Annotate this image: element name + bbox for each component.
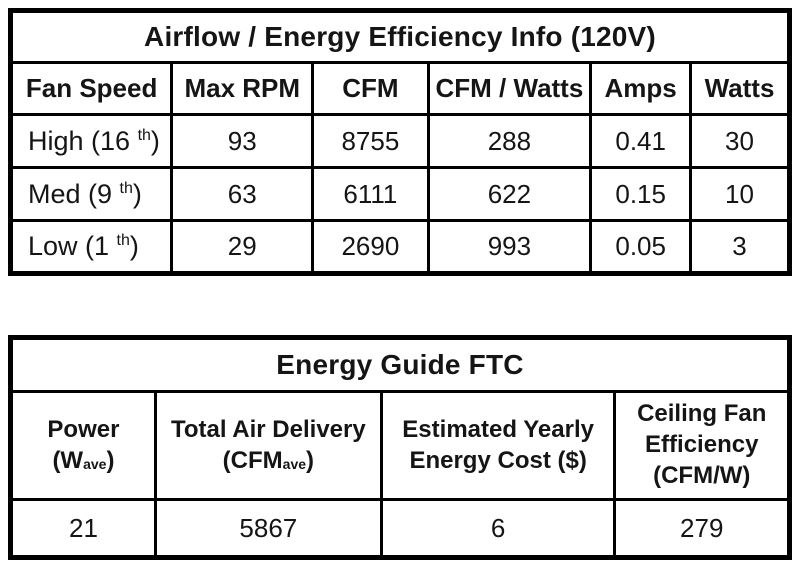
cell-amps: 0.41 (589, 113, 693, 169)
header-line: Efficiency (645, 431, 759, 459)
cell-watts: 30 (689, 113, 791, 169)
fan-speed-label: Low (1 (28, 231, 117, 261)
cell-fan-speed-high: High (16 th) (8, 113, 174, 169)
cell-cfm-per-watts: 622 (426, 166, 593, 222)
ordinal-suffix: th (137, 126, 151, 144)
cell-watts: 3 (689, 219, 791, 275)
cell-max-rpm: 29 (170, 219, 315, 275)
unit-subscript: ave (282, 455, 307, 472)
unit-text: (W (52, 446, 84, 474)
cell-cfm-per-watts: 288 (426, 113, 593, 169)
column-header-power: Power (Wave) (9, 390, 157, 501)
cell-ceiling-fan-efficiency: 279 (613, 498, 791, 559)
energy-table-title-row: Energy Guide FTC (9, 336, 791, 393)
header-line: (CFM/W) (653, 461, 751, 489)
column-header-max-rpm: Max RPM (170, 61, 315, 116)
energy-table-title: Energy Guide FTC (9, 336, 791, 393)
column-header-watts: Watts (689, 61, 791, 116)
cell-yearly-energy-cost: 6 (379, 498, 617, 559)
fan-speed-label: High (16 (28, 125, 138, 156)
energy-table-header-row: Power (Wave) Total Air Delivery (CFMave)… (9, 390, 791, 501)
header-line: Energy Cost ($) (409, 446, 587, 474)
cell-total-air-delivery: 5867 (153, 498, 383, 559)
energy-table-data-row: 21 5867 6 279 (9, 498, 791, 559)
unit-text-close: ) (106, 446, 115, 474)
energy-guide-table: Energy Guide FTC Power (Wave) Total Air … (8, 335, 792, 560)
ordinal-suffix: th (119, 179, 133, 197)
table-row-low: Low (1 th) 29 2690 993 0.05 3 (8, 219, 791, 275)
unit-subscript: ave (83, 455, 107, 472)
cell-amps: 0.15 (589, 166, 693, 222)
header-line: (Wave) (13, 446, 152, 477)
cell-cfm: 2690 (311, 219, 430, 275)
column-header-cfm: CFM (311, 61, 430, 116)
airflow-table-title-row: Airflow / Energy Efficiency Info (120V) (9, 9, 791, 64)
cell-cfm: 8755 (311, 113, 430, 169)
cell-fan-speed-low: Low (1 th) (8, 219, 174, 275)
fan-speed-label-close: ) (150, 125, 160, 156)
column-header-yearly-energy-cost: Estimated Yearly Energy Cost ($) (379, 390, 617, 501)
column-header-cfm-per-watts: CFM / Watts (426, 61, 593, 116)
cell-max-rpm: 63 (170, 166, 315, 222)
column-header-total-air-delivery: Total Air Delivery (CFMave) (153, 390, 383, 501)
table-row-med: Med (9 th) 63 6111 622 0.15 10 (8, 166, 791, 222)
column-header-fan-speed: Fan Speed (8, 61, 174, 116)
ordinal-suffix: th (116, 232, 130, 249)
cell-cfm-per-watts: 993 (426, 219, 593, 275)
fan-speed-label-close: ) (129, 231, 139, 261)
airflow-table-title: Airflow / Energy Efficiency Info (120V) (9, 9, 791, 64)
table-row-high: High (16 th) 93 8755 288 0.41 30 (8, 113, 791, 169)
column-header-amps: Amps (589, 61, 693, 116)
cell-amps: 0.05 (589, 219, 693, 275)
unit-text-close: ) (306, 446, 315, 474)
fan-speed-label-close: ) (132, 178, 142, 209)
cell-max-rpm: 93 (170, 113, 315, 169)
header-line: Total Air Delivery (170, 415, 366, 443)
airflow-efficiency-table: Airflow / Energy Efficiency Info (120V) … (8, 8, 792, 276)
header-line: Ceiling Fan (637, 400, 767, 428)
cell-watts: 10 (689, 166, 791, 222)
header-line: Estimated Yearly (402, 415, 594, 443)
unit-text: (CFM (222, 446, 283, 474)
header-line: Power (47, 415, 120, 443)
airflow-table-header-row: Fan Speed Max RPM CFM CFM / Watts Amps W… (8, 61, 791, 116)
column-header-ceiling-fan-efficiency: Ceiling Fan Efficiency (CFM/W) (613, 390, 791, 501)
cell-power-wave: 21 (9, 498, 157, 559)
header-line: (CFMave) (158, 446, 378, 477)
cell-fan-speed-med: Med (9 th) (8, 166, 174, 222)
cell-cfm: 6111 (311, 166, 430, 222)
fan-speed-label: Med (9 (28, 178, 120, 209)
